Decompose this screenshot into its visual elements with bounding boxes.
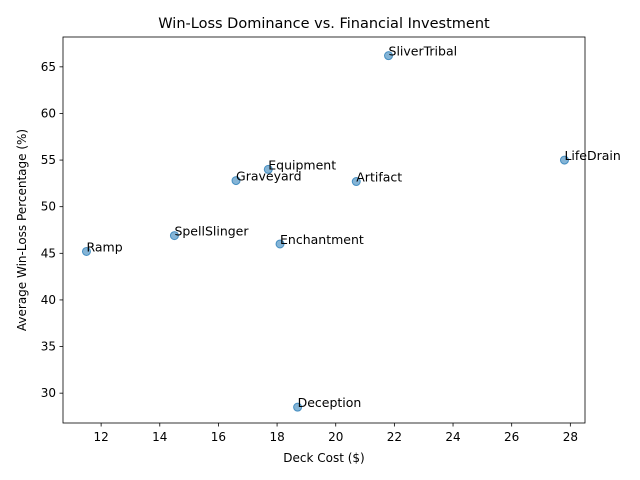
data-point (81, 246, 91, 256)
y-tick-label: 45 (41, 246, 56, 260)
x-tick-label: 24 (445, 430, 460, 444)
data-point (275, 239, 285, 249)
data-point (559, 155, 569, 165)
data-point-label: Deception (298, 395, 362, 410)
chart-title: Win-Loss Dominance vs. Financial Investm… (158, 16, 490, 32)
y-tick-label: 55 (41, 153, 56, 167)
x-axis-title: Deck Cost ($) (283, 451, 364, 465)
data-point-label: Enchantment (280, 232, 364, 247)
data-point-label: Artifact (356, 170, 402, 185)
x-axis-ticks: 12 14 16 18 20 22 24 26 28 (93, 423, 578, 444)
data-point-label: SpellSlinger (174, 224, 249, 239)
y-axis-ticks: 30 35 40 45 50 55 60 65 (41, 60, 63, 400)
x-tick-label: 22 (387, 430, 402, 444)
y-tick-label: 30 (41, 386, 56, 400)
y-tick-label: 60 (41, 106, 56, 120)
y-axis-title: Average Win-Loss Percentage (%) (15, 129, 29, 331)
data-point (293, 402, 303, 412)
data-points (81, 51, 569, 412)
x-tick-label: 12 (93, 430, 108, 444)
plot-area-frame (62, 36, 586, 424)
data-point-label: Graveyard (236, 169, 301, 184)
x-tick-label: 18 (269, 430, 284, 444)
y-tick-label: 35 (41, 340, 56, 354)
data-point (384, 51, 394, 61)
data-point-label: SliverTribal (389, 44, 458, 59)
x-tick-label: 26 (504, 430, 519, 444)
y-tick-label: 50 (41, 200, 56, 214)
data-point (263, 164, 273, 174)
data-point (169, 231, 179, 241)
x-tick-label: 14 (152, 430, 167, 444)
data-point-label: Ramp (86, 239, 122, 254)
x-tick-label: 20 (328, 430, 343, 444)
y-tick-label: 40 (41, 293, 56, 307)
data-point-label: LifeDrain (564, 148, 620, 163)
x-tick-label: 28 (563, 430, 578, 444)
x-tick-label: 16 (211, 430, 226, 444)
data-point (351, 177, 361, 187)
data-point-label: Equipment (268, 157, 336, 172)
y-tick-label: 65 (41, 60, 56, 74)
data-point (231, 176, 241, 186)
